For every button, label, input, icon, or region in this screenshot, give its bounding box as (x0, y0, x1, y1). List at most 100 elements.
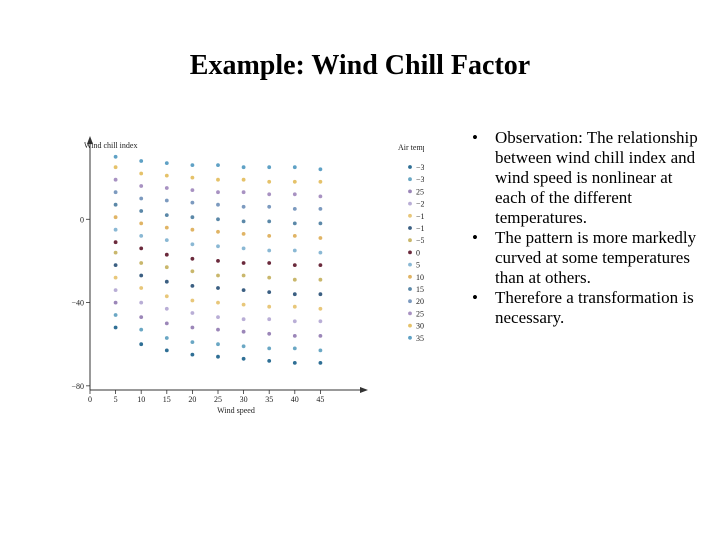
data-point (241, 232, 246, 236)
data-point (267, 331, 272, 336)
data-point (139, 273, 144, 278)
x-tick-label: 40 (291, 395, 299, 404)
legend-label: 30 (416, 322, 424, 331)
legend-label: 25 (416, 187, 424, 196)
legend-marker (408, 250, 412, 255)
data-point (164, 173, 169, 178)
data-point (113, 215, 118, 220)
data-point (318, 361, 323, 365)
y-tick-label: −40 (71, 299, 84, 308)
y-tick-label: 0 (80, 215, 84, 224)
wind-chill-scatter-chart: 0 5 10 15 20 25 30 35 40 45 0 −40 −80 −35 −30 25 −20 −15… (71, 136, 424, 415)
x-tick-label: 0 (88, 395, 92, 404)
data-point (190, 227, 195, 232)
data-point (139, 315, 144, 319)
data-point (113, 240, 118, 245)
data-point (267, 248, 272, 253)
data-point (113, 275, 118, 280)
data-point (164, 238, 169, 242)
data-point (241, 344, 246, 349)
data-point (190, 311, 195, 315)
data-point (241, 329, 246, 334)
data-point (113, 190, 118, 195)
data-point (139, 342, 144, 347)
data-point (318, 306, 323, 311)
data-point (216, 300, 220, 305)
data-point (241, 246, 246, 251)
x-tick-label: 35 (265, 395, 273, 404)
data-point (216, 354, 220, 359)
data-point (318, 167, 323, 172)
data-point (164, 161, 169, 165)
data-point (267, 317, 272, 322)
data-point (190, 215, 195, 220)
data-point (292, 292, 297, 297)
data-point (190, 325, 195, 330)
data-point (267, 261, 272, 265)
data-point (190, 242, 195, 247)
data-point (267, 290, 272, 294)
chart-axes: 0 5 10 15 20 25 30 35 40 45 0 −40 −80 (71, 136, 368, 404)
data-point (139, 196, 144, 201)
data-point (113, 263, 118, 267)
bullet-item-pattern: The pattern is more markedly curved at s… (468, 228, 698, 288)
data-point (113, 288, 118, 292)
data-point (190, 175, 195, 180)
legend-label: −10 (416, 224, 424, 233)
data-point (190, 256, 195, 261)
data-point (241, 317, 246, 322)
legend-label: −20 (416, 200, 424, 209)
legend-label: −15 (416, 212, 424, 221)
data-point (216, 244, 220, 249)
data-point (318, 250, 323, 255)
legend-marker (408, 165, 412, 169)
data-point (241, 302, 246, 307)
legend-marker (408, 274, 412, 279)
data-point (267, 359, 272, 363)
data-point (241, 165, 246, 170)
data-point (190, 284, 195, 288)
data-point (318, 194, 323, 199)
legend-marker (408, 311, 412, 316)
legend-marker (408, 201, 412, 206)
legend-marker (408, 335, 412, 340)
legend-label: 25 (416, 309, 424, 318)
data-point (164, 321, 169, 326)
data-point (318, 236, 323, 240)
legend-marker (408, 262, 412, 267)
data-point (241, 204, 246, 209)
data-point (216, 286, 220, 290)
data-point (318, 179, 323, 184)
data-point (113, 154, 118, 159)
x-tick-label: 45 (316, 395, 324, 404)
x-axis-label: Wind speed (217, 406, 255, 415)
x-tick-label: 30 (240, 395, 248, 404)
data-point (241, 356, 246, 361)
data-point (292, 207, 297, 211)
x-tick-label: 15 (163, 395, 171, 404)
data-point (267, 179, 272, 184)
data-point (164, 279, 169, 284)
data-point (113, 325, 118, 330)
x-tick-label: 10 (137, 395, 145, 404)
legend-marker (408, 213, 412, 218)
data-point (318, 277, 323, 282)
data-point (164, 294, 169, 299)
data-point (216, 163, 220, 167)
data-point (292, 221, 297, 226)
data-point (139, 209, 144, 213)
legend-label: −30 (416, 175, 424, 184)
data-point (190, 352, 195, 357)
data-point (113, 202, 118, 207)
data-point (216, 315, 220, 319)
data-point (241, 177, 246, 182)
data-point (190, 188, 195, 192)
legend-label: −5 (416, 236, 424, 245)
data-point (318, 348, 323, 353)
data-point (267, 275, 272, 280)
data-point (164, 348, 169, 353)
data-point (164, 213, 169, 217)
data-point (139, 327, 144, 332)
data-point (267, 234, 272, 238)
legend-marker (408, 238, 412, 243)
